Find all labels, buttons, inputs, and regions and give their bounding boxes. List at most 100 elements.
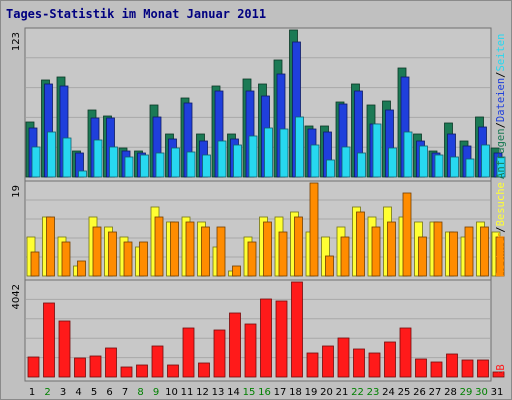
x-tick-label: 5 [91,387,97,398]
bar-rechner [278,231,288,277]
bar-kb [151,345,164,378]
y-axis-max-label: 4042 [11,284,22,309]
bar-seiten [264,127,273,178]
bar-kb [43,302,55,378]
bar-seiten [279,128,289,178]
bar-rechner [247,241,257,277]
x-tick-label: 29 [460,387,473,398]
bar-kb [415,358,427,378]
bar-rechner [371,226,381,277]
bar-rechner [356,211,365,277]
x-tick-label: 4 [75,387,81,398]
bar-kb [27,356,40,378]
panel-background [24,180,492,281]
bar-kb [120,366,133,378]
bar-seiten [186,151,196,178]
x-tick-label: 24 [382,387,395,398]
bar-rechner [232,265,241,277]
x-tick-label: 10 [165,387,178,398]
bar-rechner [309,182,319,277]
bar-seiten [233,144,242,178]
bar-seiten [403,131,413,178]
bar-kb [353,348,365,378]
bar-seiten [124,156,134,178]
bar-rechner [495,236,505,277]
x-tick-label: 15 [243,387,256,398]
bar-seiten [326,159,335,178]
bar-rechner [108,231,117,277]
bar-rechner [123,241,133,277]
bar-kb [167,364,179,378]
bar-seiten [341,146,351,178]
bar-seiten [155,152,165,178]
panel-3: 4042 [11,279,492,382]
legend-label: Besuche [495,182,507,226]
bar-kb [244,323,257,378]
bar-rechner [154,216,164,277]
bar-rechner [185,221,195,277]
legend-panel-1: Anfragen/Dateien/Seiten [495,34,507,179]
bar-kb [477,359,489,378]
bar-kb [74,357,86,378]
x-tick-label: 27 [429,387,442,398]
bar-kb [229,312,241,378]
bar-rechner [418,236,427,277]
legend-label: Seiten [495,34,507,72]
bar-kb [399,327,412,378]
bar-kb [461,359,474,378]
legend-separator: / [495,226,507,232]
bar-seiten [357,152,366,178]
bar-kb [58,320,71,378]
bar-kb [275,300,288,378]
bar-seiten [109,146,118,178]
bar-kb [198,362,210,378]
chart-title: Tages-Statistik im Monat Januar 2011 [6,7,267,21]
bar-kb [89,355,102,378]
bar-rechner [139,241,148,277]
bar-seiten [419,145,428,178]
x-tick-label: 18 [289,387,302,398]
bar-seiten [217,140,227,178]
bar-seiten [93,139,103,178]
bar-seiten [496,156,506,178]
panel-2: 19 [11,180,492,281]
bar-kb [105,347,117,378]
x-tick-label: 1 [29,387,35,398]
x-tick-label: 16 [258,387,271,398]
x-tick-label: 23 [367,387,380,398]
x-tick-label: 31 [491,387,504,398]
bar-rechner [464,226,474,277]
x-tick-label: 17 [274,387,287,398]
bar-seiten [31,146,41,178]
bar-rechner [263,221,272,277]
legend-label: Rechner [495,233,507,277]
bar-kb [136,364,148,378]
bar-kb [337,337,350,378]
legend-panel-2: Rechner/Besuche [495,182,507,277]
x-tick-label: 13 [212,387,225,398]
y-axis-max-label: 123 [11,32,22,51]
bar-kb [291,281,303,378]
bar-kb [446,353,458,378]
x-tick-label: 3 [60,387,66,398]
bar-rechner [92,226,102,277]
bar-rechner [46,216,55,277]
bar-seiten [465,158,475,178]
x-tick-label: 19 [305,387,318,398]
bar-rechner [30,251,40,277]
bar-seiten [481,144,490,178]
bar-rechner [61,241,71,277]
bar-kb [368,352,381,378]
bar-rechner [216,226,226,277]
bar-seiten [310,144,320,178]
x-tick-label: 20 [320,387,333,398]
bar-kb [322,345,334,378]
bar-rechner [340,236,350,277]
bar-rechner [294,216,303,277]
x-tick-label: 6 [106,387,112,398]
bar-kb [384,341,396,378]
bar-kb [182,327,195,378]
x-tick-label: 2 [44,387,50,398]
x-tick-label: 30 [475,387,488,398]
